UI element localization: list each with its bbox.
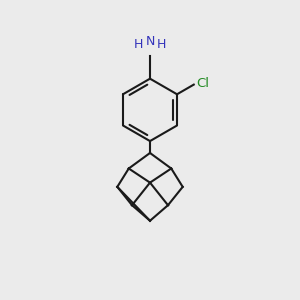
Text: H: H — [134, 38, 143, 51]
Text: Cl: Cl — [196, 76, 209, 90]
Text: N: N — [145, 35, 155, 48]
Text: H: H — [157, 38, 166, 51]
